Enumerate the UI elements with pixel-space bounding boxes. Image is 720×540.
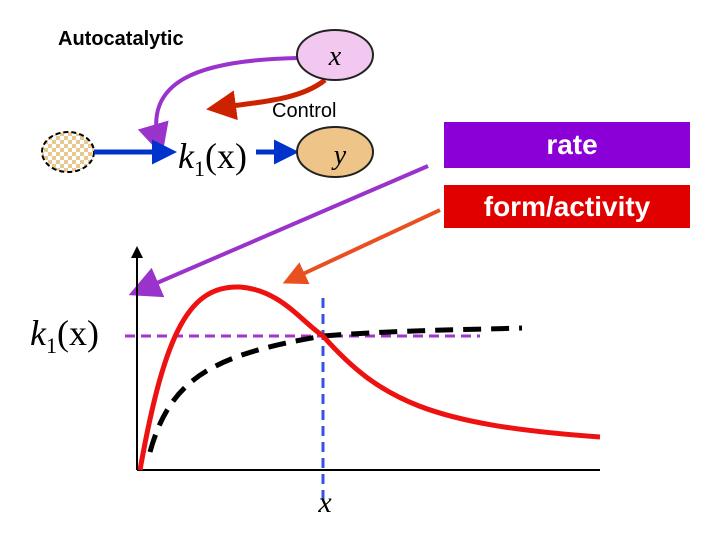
y-label-arg: (x) (57, 313, 99, 353)
rate-pointer (128, 164, 429, 298)
rate-function-base: k (178, 136, 195, 176)
form-activity-label: form/activity (484, 191, 651, 222)
rate-label: rate (546, 129, 597, 160)
autocatalytic-arrow (137, 56, 299, 156)
saturating-curve (147, 325, 523, 453)
rate-function-sub: 1 (194, 156, 205, 181)
node-x-label: x (328, 41, 342, 72)
y-label-sub: 1 (46, 333, 57, 358)
source-node (41, 131, 95, 173)
autocatalytic-label: Autocatalytic (58, 28, 184, 50)
activity-curve (137, 284, 601, 471)
control-arrow (206, 78, 327, 121)
node-y-label: y (331, 140, 347, 171)
control-label: Control (272, 100, 336, 122)
rate-box (444, 122, 690, 168)
form-activity-box (444, 185, 690, 228)
y-label-base: k (30, 313, 47, 353)
node-y (296, 126, 374, 178)
node-x (296, 29, 374, 81)
x-axis-label: x (317, 486, 332, 519)
rate-function: k1(x) (178, 136, 247, 181)
y-axis-label: k1(x) (30, 313, 99, 358)
rate-function-arg: (x) (205, 136, 247, 176)
activity-pointer (282, 208, 441, 285)
